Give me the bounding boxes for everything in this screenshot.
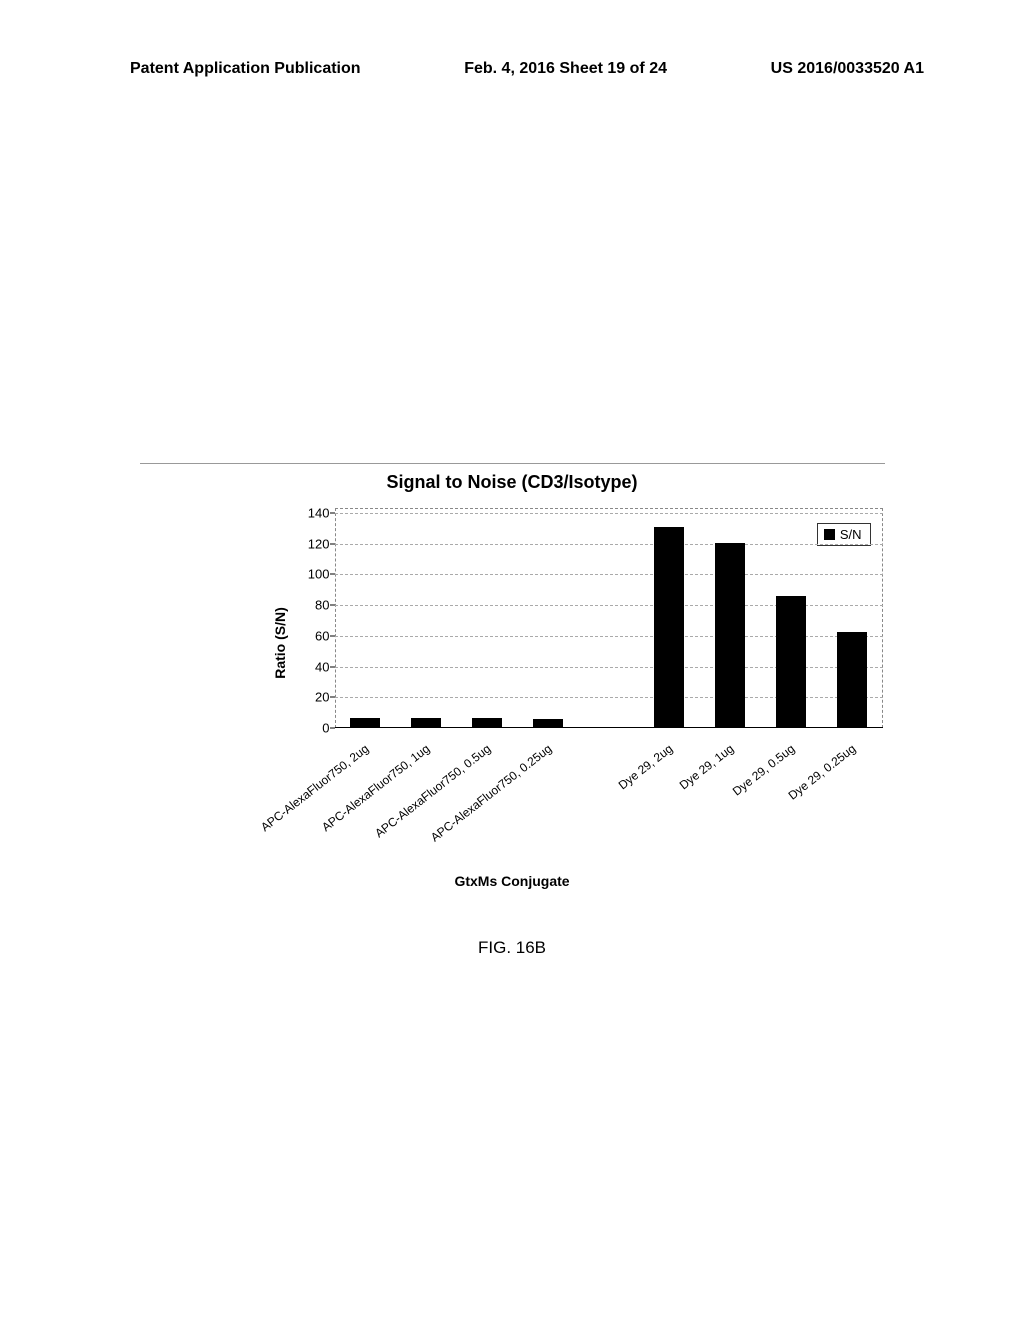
header-center: Feb. 4, 2016 Sheet 19 of 24 [464, 60, 667, 78]
y-tick-mark [330, 574, 335, 575]
y-tick-mark [330, 543, 335, 544]
y-tick-mark [330, 697, 335, 698]
grid-line [335, 513, 883, 514]
chart-bar [472, 718, 502, 727]
page-header: Patent Application Publication Feb. 4, 2… [0, 0, 1024, 78]
chart-divider [140, 463, 885, 464]
y-tick-label: 40 [300, 659, 330, 674]
y-tick-mark [330, 666, 335, 667]
grid-line [335, 574, 883, 575]
y-tick-mark [330, 728, 335, 729]
chart-bar [837, 632, 867, 727]
chart-bar [533, 719, 563, 727]
y-axis-label: Ratio (S/N) [272, 607, 288, 679]
chart-bar [654, 527, 684, 727]
chart-legend: S/N [817, 523, 871, 546]
chart-bar [411, 718, 441, 727]
x-axis-title: GtxMs Conjugate [454, 873, 569, 889]
legend-label: S/N [840, 527, 862, 542]
y-tick-label: 60 [300, 628, 330, 643]
chart-bar [776, 596, 806, 727]
y-tick-label: 20 [300, 690, 330, 705]
header-right: US 2016/0033520 A1 [771, 60, 924, 78]
chart-container: Signal to Noise (CD3/Isotype) Ratio (S/N… [140, 463, 885, 778]
y-tick-label: 0 [300, 721, 330, 736]
chart-bar [350, 718, 380, 727]
plot-region: S/N [335, 513, 883, 728]
grid-line [335, 544, 883, 545]
chart-title: Signal to Noise (CD3/Isotype) [140, 472, 885, 493]
legend-swatch [824, 529, 835, 540]
y-tick-mark [330, 513, 335, 514]
y-tick-label: 80 [300, 598, 330, 613]
header-left: Patent Application Publication [130, 60, 361, 78]
chart-area: Ratio (S/N) S/N GtxMs Conjugate 02040608… [140, 508, 885, 778]
figure-label: FIG. 16B [0, 938, 1024, 958]
y-tick-label: 140 [300, 506, 330, 521]
y-tick-label: 100 [300, 567, 330, 582]
y-tick-label: 120 [300, 536, 330, 551]
chart-bar [715, 543, 745, 727]
y-tick-mark [330, 605, 335, 606]
y-tick-mark [330, 635, 335, 636]
